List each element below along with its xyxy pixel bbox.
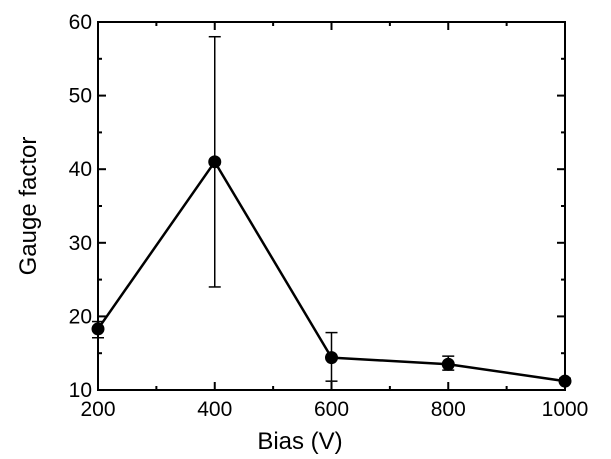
y-tick-label: 50	[69, 85, 92, 108]
error-bars	[92, 35, 571, 384]
y-tick-label: 20	[69, 305, 92, 328]
y-tick-label: 10	[69, 379, 92, 402]
data-points	[91, 155, 572, 388]
x-tick-label: 1000	[542, 398, 589, 421]
data-point	[91, 322, 105, 336]
axis-ticks	[97, 21, 566, 391]
y-axis-title: Gauge factor	[15, 137, 42, 276]
y-tick-label: 40	[69, 158, 92, 181]
x-tick-label: 800	[431, 398, 466, 421]
data-point	[558, 374, 572, 388]
data-point	[441, 357, 455, 371]
y-tick-label: 60	[69, 11, 92, 34]
data-point	[325, 351, 338, 365]
y-tick-label: 30	[69, 232, 92, 255]
tick-labels: 200 400 600 800 1000 10 20 30 40 50 60	[69, 11, 589, 421]
x-tick-label: 200	[80, 398, 115, 421]
x-tick-label: 600	[314, 398, 349, 421]
data-point	[208, 155, 222, 169]
x-axis-title: Bias (V)	[257, 428, 342, 455]
x-tick-label: 400	[197, 398, 232, 421]
